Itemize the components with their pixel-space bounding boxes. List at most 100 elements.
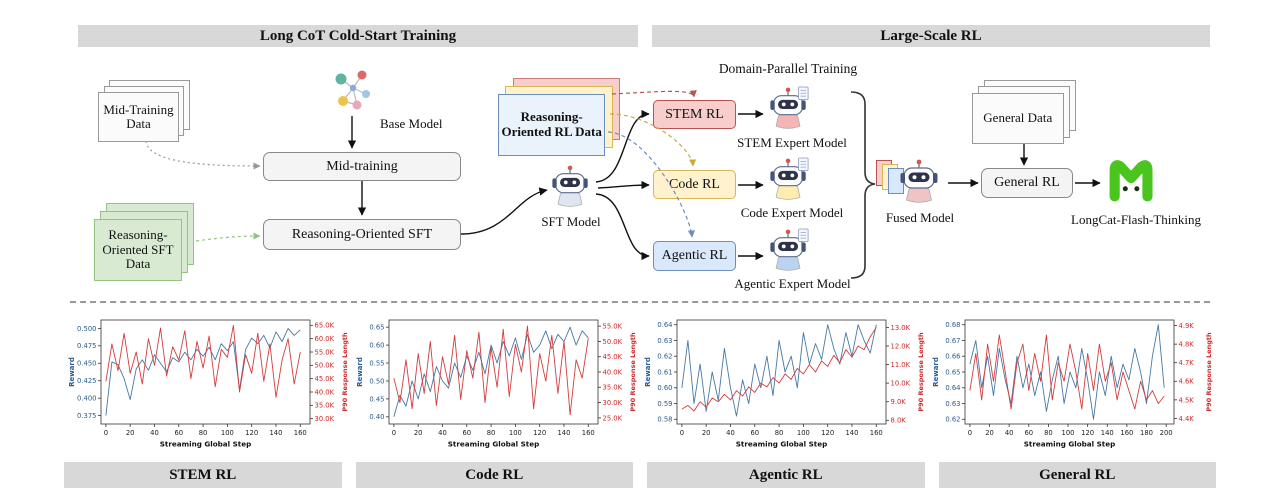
svg-text:Reward: Reward (644, 357, 652, 387)
svg-text:160: 160 (1120, 429, 1133, 437)
svg-text:0.63: 0.63 (945, 400, 960, 408)
svg-text:100: 100 (221, 429, 234, 437)
svg-text:30.0K: 30.0K (603, 399, 623, 407)
svg-text:P90 Response Length: P90 Response Length (917, 332, 925, 412)
svg-text:11.0K: 11.0K (891, 361, 911, 369)
svg-text:20: 20 (702, 429, 711, 437)
svg-text:8.0K: 8.0K (891, 417, 907, 425)
svg-text:0.65: 0.65 (369, 324, 384, 332)
agentic-expert-label: Agentic Expert Model (734, 276, 851, 291)
svg-text:80: 80 (775, 429, 784, 437)
svg-text:65.0K: 65.0K (315, 322, 335, 330)
svg-text:0.400: 0.400 (77, 395, 96, 403)
agentic-expert-robot-icon (768, 228, 810, 274)
code-rl-chart: 0.40 0.45 0.50 0.55 0.60 0.65 25.0K 30.0K 35.0K 4… (352, 314, 640, 459)
svg-text:40: 40 (150, 429, 159, 437)
section-header-large-scale-rl: Large-Scale RL (652, 25, 1210, 47)
svg-text:0: 0 (104, 429, 108, 437)
svg-text:55.0K: 55.0K (315, 348, 335, 356)
svg-text:4.4K: 4.4K (1179, 415, 1195, 423)
base-model-label: Base Model (380, 116, 443, 131)
svg-text:10.0K: 10.0K (891, 380, 911, 388)
svg-text:Reward: Reward (356, 357, 364, 387)
svg-text:0: 0 (392, 429, 396, 437)
svg-text:20: 20 (126, 429, 135, 437)
section-header-cold-start: Long CoT Cold-Start Training (78, 25, 638, 47)
svg-text:120: 120 (1081, 429, 1094, 437)
svg-text:0.62: 0.62 (945, 416, 960, 424)
stem-expert-label: STEM Expert Model (737, 135, 847, 150)
svg-text:45.0K: 45.0K (603, 353, 623, 361)
svg-text:0.475: 0.475 (77, 342, 96, 350)
svg-text:60: 60 (462, 429, 471, 437)
svg-text:30.0K: 30.0K (315, 415, 335, 423)
svg-text:180: 180 (1140, 429, 1153, 437)
svg-text:0: 0 (968, 429, 972, 437)
svg-text:13.0K: 13.0K (891, 324, 911, 332)
svg-text:60: 60 (1024, 429, 1033, 437)
reasoning-sft-data-docs: Reasoning-Oriented SFT Data (94, 203, 194, 281)
code-expert-robot-icon (768, 157, 810, 203)
svg-text:140: 140 (269, 429, 282, 437)
general-data-docs: General Data (972, 80, 1076, 144)
svg-text:120: 120 (533, 429, 546, 437)
svg-text:0.40: 0.40 (369, 413, 384, 421)
svg-text:50.0K: 50.0K (603, 338, 623, 346)
svg-text:Streaming Global Step: Streaming Global Step (448, 440, 540, 449)
agentic-rl-chart: 0.58 0.59 0.60 0.61 0.62 0.63 0.64 8.0K 9.0K 10.0… (640, 314, 928, 459)
svg-text:40: 40 (1005, 429, 1014, 437)
svg-text:Streaming Global Step: Streaming Global Step (736, 440, 828, 449)
general-data-label: General Data (972, 92, 1064, 144)
chart-title-bars: STEM RL Code RL Agentic RL General RL (64, 462, 1216, 488)
svg-text:0.66: 0.66 (945, 353, 960, 361)
svg-text:35.0K: 35.0K (603, 384, 623, 392)
svg-text:45.0K: 45.0K (315, 375, 335, 383)
sft-model-label: SFT Model (541, 214, 601, 229)
svg-text:120: 120 (821, 429, 834, 437)
svg-text:0.64: 0.64 (657, 321, 672, 329)
base-model-icon (328, 66, 376, 114)
svg-text:140: 140 (557, 429, 570, 437)
svg-text:0.50: 0.50 (369, 377, 384, 385)
svg-text:4.6K: 4.6K (1179, 378, 1195, 386)
svg-text:0.450: 0.450 (77, 360, 96, 368)
svg-text:60: 60 (750, 429, 759, 437)
longcat-logo-icon (1106, 154, 1160, 208)
svg-text:0.60: 0.60 (657, 384, 672, 392)
svg-text:40.0K: 40.0K (315, 388, 335, 396)
reasoning-sft-box: Reasoning-Oriented SFT (263, 219, 461, 250)
svg-text:100: 100 (509, 429, 522, 437)
svg-text:100: 100 (797, 429, 810, 437)
svg-text:P90 Response Length: P90 Response Length (1205, 332, 1213, 412)
svg-text:0.500: 0.500 (77, 325, 96, 333)
svg-text:P90 Response Length: P90 Response Length (341, 332, 349, 412)
svg-text:0.60: 0.60 (369, 342, 384, 350)
section-divider (70, 301, 1210, 303)
general-rl-chart: 0.62 0.63 0.64 0.65 0.66 0.67 0.68 4.4K 4.5K 4.6K… (928, 314, 1216, 459)
svg-text:55.0K: 55.0K (603, 323, 623, 331)
svg-text:20: 20 (985, 429, 994, 437)
svg-text:160: 160 (870, 429, 883, 437)
svg-text:0.67: 0.67 (945, 337, 960, 345)
svg-text:50.0K: 50.0K (315, 362, 335, 370)
svg-text:25.0K: 25.0K (603, 414, 623, 422)
svg-text:60.0K: 60.0K (315, 335, 335, 343)
code-rl-title-bar: Code RL (355, 462, 633, 488)
svg-text:140: 140 (845, 429, 858, 437)
svg-text:120: 120 (245, 429, 258, 437)
svg-text:0.68: 0.68 (945, 321, 960, 329)
svg-text:40.0K: 40.0K (603, 368, 623, 376)
svg-text:100: 100 (1062, 429, 1075, 437)
general-rl-box: General RL (981, 168, 1073, 198)
svg-text:12.0K: 12.0K (891, 342, 911, 350)
svg-text:0.55: 0.55 (369, 359, 384, 367)
svg-text:0.64: 0.64 (945, 384, 960, 392)
svg-text:200: 200 (1160, 429, 1173, 437)
svg-text:0.375: 0.375 (77, 412, 96, 420)
mid-training-data-docs: Mid-Training Data (98, 80, 190, 142)
svg-text:Streaming Global Step: Streaming Global Step (1024, 440, 1116, 449)
svg-text:0.59: 0.59 (657, 400, 672, 408)
svg-text:80: 80 (1044, 429, 1053, 437)
reasoning-rl-data-label: Reasoning-Oriented RL Data (498, 93, 606, 156)
